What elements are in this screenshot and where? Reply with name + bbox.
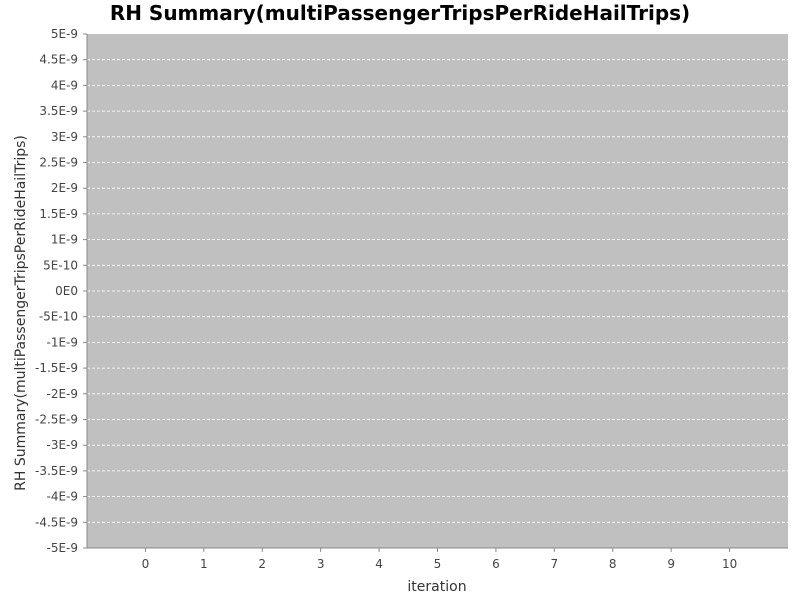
x-axis-ticks: 0 1 2 3 4 5 6 7 8 9 10 <box>142 548 737 571</box>
y-tick-label: -1.5E-9 <box>35 361 78 375</box>
x-tick-label: 8 <box>609 557 617 571</box>
y-tick-label: -2E-9 <box>46 387 78 401</box>
x-axis-title: iteration <box>407 579 466 595</box>
y-tick-label: -5E-10 <box>39 310 78 324</box>
y-tick-label: -1E-9 <box>46 335 78 349</box>
y-axis-title: RH Summary(multiPassengerTripsPerRideHai… <box>13 135 29 491</box>
y-tick-label: -3.5E-9 <box>35 464 78 478</box>
chart-title: RH Summary(multiPassengerTripsPerRideHai… <box>110 1 690 25</box>
y-tick-label: -2.5E-9 <box>35 413 78 427</box>
y-tick-label: 1.5E-9 <box>39 207 78 221</box>
y-axis-ticks: 5E-9 4.5E-9 4E-9 3.5E-9 3E-9 2.5E-9 2E-9 1.5E-9… <box>35 27 87 555</box>
y-tick-label: -5E-9 <box>46 541 78 555</box>
y-tick-label: -4.5E-9 <box>35 515 78 529</box>
y-tick-label: 1E-9 <box>51 233 78 247</box>
y-tick-label: 3.5E-9 <box>39 104 78 118</box>
y-tick-label: 4.5E-9 <box>39 53 78 67</box>
x-tick-label: 4 <box>375 557 383 571</box>
x-tick-label: 1 <box>200 557 208 571</box>
x-tick-label: 10 <box>722 557 737 571</box>
gridlines <box>87 59 788 523</box>
y-tick-label: 3E-9 <box>51 130 78 144</box>
x-tick-label: 9 <box>667 557 675 571</box>
y-tick-label: -4E-9 <box>46 490 78 504</box>
x-tick-label: 7 <box>551 557 559 571</box>
y-tick-label: 0E0 <box>55 284 78 298</box>
y-tick-label: -3E-9 <box>46 438 78 452</box>
x-tick-label: 3 <box>317 557 325 571</box>
x-tick-label: 2 <box>258 557 266 571</box>
x-tick-label: 5 <box>434 557 442 571</box>
x-tick-label: 6 <box>492 557 500 571</box>
y-tick-label: 4E-9 <box>51 78 78 92</box>
y-tick-label: 2E-9 <box>51 181 78 195</box>
y-tick-label: 2.5E-9 <box>39 156 78 170</box>
x-tick-label: 0 <box>142 557 150 571</box>
y-tick-label: 5E-10 <box>43 258 78 272</box>
y-tick-label: 5E-9 <box>51 27 78 41</box>
